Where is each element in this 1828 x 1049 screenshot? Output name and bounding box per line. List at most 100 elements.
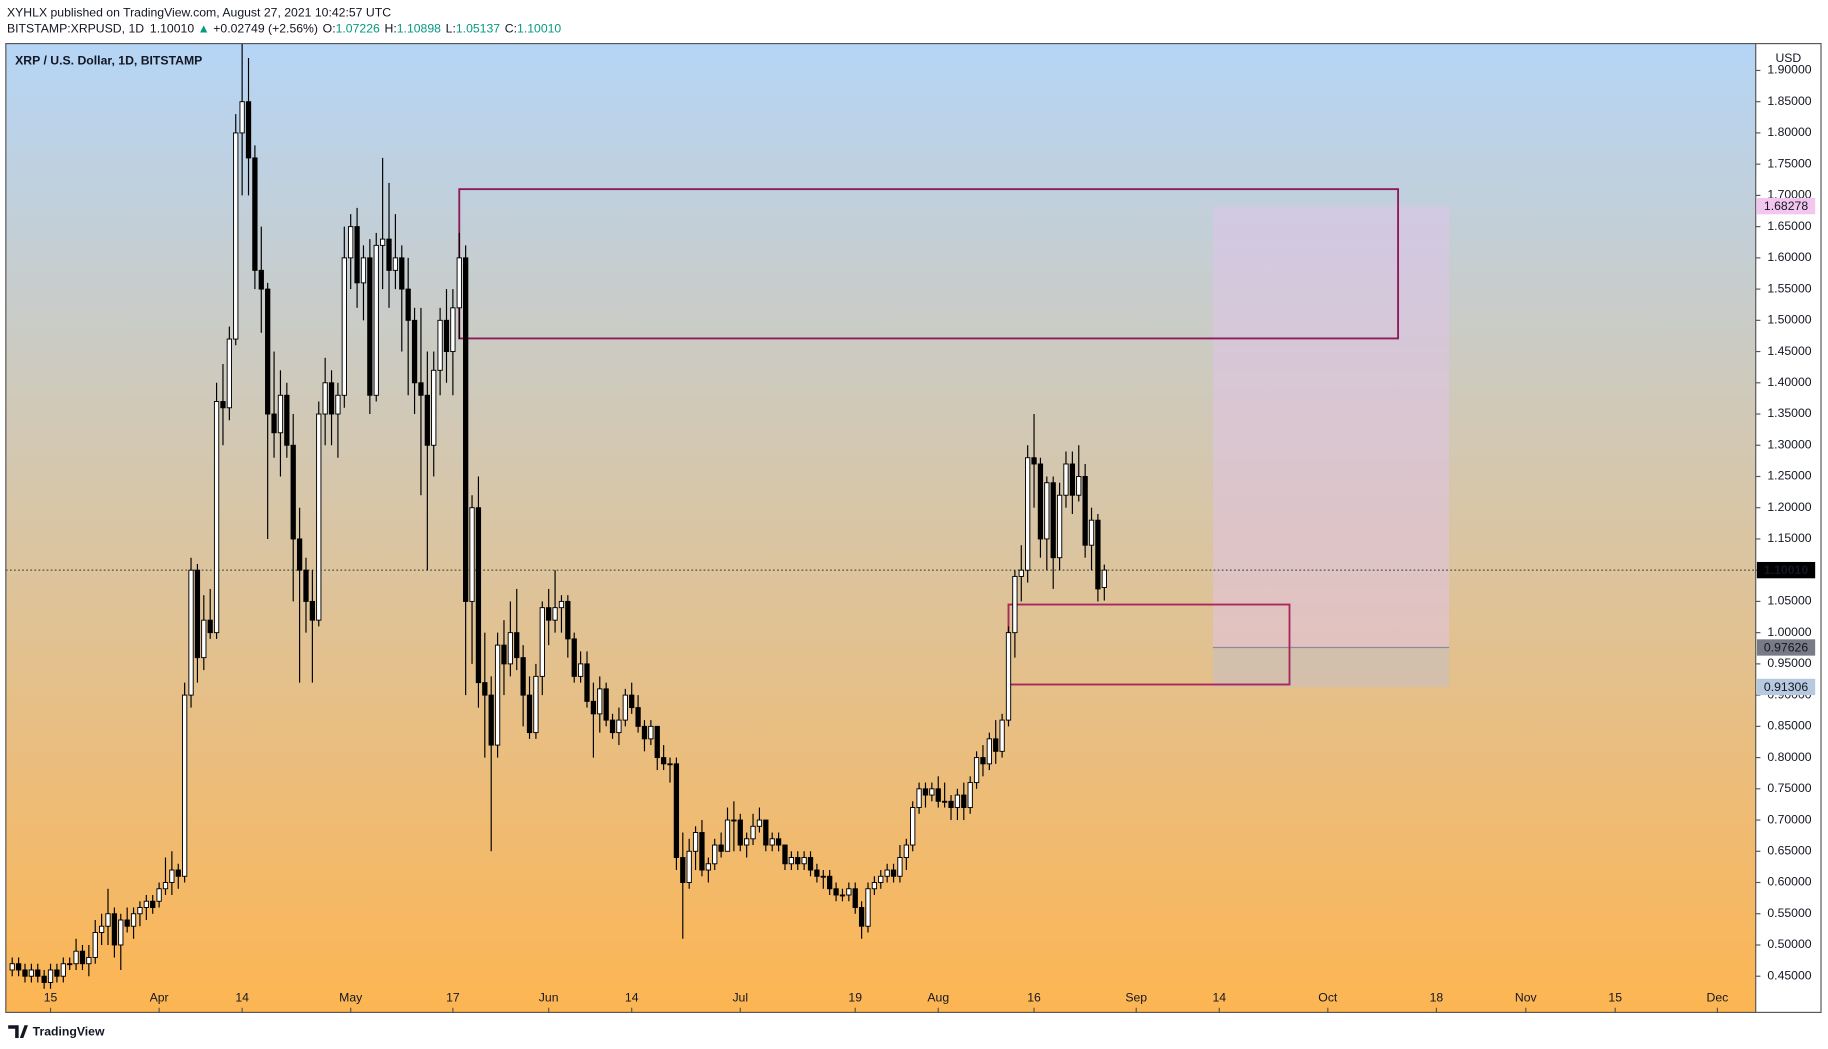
y-tick-label: 1.55000 [1767, 281, 1811, 295]
candle-body [494, 644, 501, 746]
candle-body [782, 844, 788, 865]
candle-body [175, 869, 181, 877]
y-tick-label: 1.20000 [1767, 500, 1811, 514]
x-tick-label: Sep [1125, 991, 1147, 1005]
candle-body [411, 319, 418, 384]
candle-body [156, 888, 162, 902]
ohlc-value: 1.10898 [397, 22, 441, 36]
candle-body [897, 857, 903, 877]
price-label-bg [1756, 639, 1816, 656]
candle-body [188, 569, 194, 696]
candle-body [577, 663, 584, 677]
candle-body [878, 875, 884, 883]
candle-body [1037, 463, 1044, 540]
x-tick-label: 15 [1608, 991, 1622, 1005]
candle-body [456, 257, 462, 309]
ohlc-label: O: [323, 22, 336, 36]
x-tick-label: 19 [848, 991, 862, 1005]
price-label: 1.68278 [1764, 199, 1808, 213]
candle-body [1012, 575, 1018, 634]
ohlc-value: 1.10010 [517, 22, 561, 36]
candle-body [622, 694, 628, 721]
stop-area [1212, 647, 1450, 687]
y-tick-label: 0.45000 [1767, 968, 1811, 982]
candle-body [386, 238, 392, 271]
candle-body [220, 401, 226, 409]
candle-body [239, 101, 245, 134]
candle-body [162, 882, 169, 890]
candle-body [1005, 632, 1012, 721]
candle-body [226, 338, 232, 409]
x-tick-label: Aug [927, 991, 949, 1005]
candle-body [616, 719, 622, 734]
candle-body [1063, 463, 1069, 496]
candle-body [182, 694, 188, 877]
candle-body [731, 819, 737, 822]
candle-body [986, 738, 992, 765]
candle-body [756, 819, 763, 827]
y-tick-label: 0.60000 [1767, 875, 1811, 889]
candle-body [686, 850, 692, 883]
candle-body [296, 538, 303, 571]
ohlc-value: 1.07226 [336, 22, 380, 36]
candle-body [258, 269, 264, 290]
candle-body [846, 888, 852, 896]
candle-body [660, 757, 667, 765]
candle-body [431, 369, 437, 446]
candle-body [692, 832, 699, 852]
candle-body [910, 807, 916, 846]
candle-body [86, 957, 92, 965]
price-label: 0.91306 [1764, 680, 1808, 694]
frame [5, 43, 1822, 1013]
y-tick-label: 0.75000 [1767, 781, 1811, 795]
axes: 0.45000 0.50000 0.55000 0.60000 0.65000 0.700… [44, 63, 1816, 1013]
candle-body [501, 644, 507, 665]
candle-body [1056, 494, 1063, 559]
candle-body [1050, 482, 1056, 559]
candle-body [609, 719, 616, 734]
candle-body [1031, 457, 1037, 465]
y-tick-label: 1.45000 [1767, 344, 1811, 358]
candle-body [673, 763, 680, 858]
candle-body [973, 757, 980, 784]
candle-body [590, 700, 597, 715]
candle-body [648, 725, 654, 740]
candle-body [367, 257, 373, 396]
candle-body [328, 382, 335, 415]
y-tick-label: 1.90000 [1767, 63, 1811, 77]
candle-body [833, 888, 839, 896]
candle-body [405, 288, 411, 321]
plot-background [5, 43, 1756, 1013]
x-tick-label: Nov [1515, 991, 1538, 1005]
candle-body [890, 869, 897, 877]
candle-body [418, 382, 424, 396]
x-tick-label: May [339, 991, 363, 1005]
candle-body [1088, 519, 1095, 546]
ohlc-label: H: [385, 22, 397, 36]
candle-body [322, 382, 328, 415]
candle-body [858, 907, 865, 927]
y-tick-label: 0.55000 [1767, 906, 1811, 920]
candle-body [1069, 463, 1076, 496]
candle-body [354, 226, 360, 284]
y-tick-label: 0.50000 [1767, 937, 1811, 951]
candle-body [814, 869, 820, 877]
candle-body [290, 444, 296, 540]
candle-body [903, 844, 909, 858]
candle-body [641, 725, 648, 740]
change: +0.02749 (+2.56%) [213, 22, 318, 36]
y-tick-label: 1.30000 [1767, 437, 1811, 451]
candle-body [335, 394, 341, 415]
candle-body [1082, 476, 1088, 546]
candle-body [277, 394, 284, 434]
candle-body [124, 919, 130, 927]
candle-body [41, 975, 47, 983]
candle-body [552, 607, 558, 621]
ohlc-label: L: [446, 22, 456, 36]
x-tick-label: Dec [1707, 991, 1729, 1005]
candle-body [827, 875, 833, 890]
candle-body [942, 800, 948, 803]
candle-body [603, 688, 609, 721]
y-tick-label: 0.95000 [1767, 656, 1811, 670]
